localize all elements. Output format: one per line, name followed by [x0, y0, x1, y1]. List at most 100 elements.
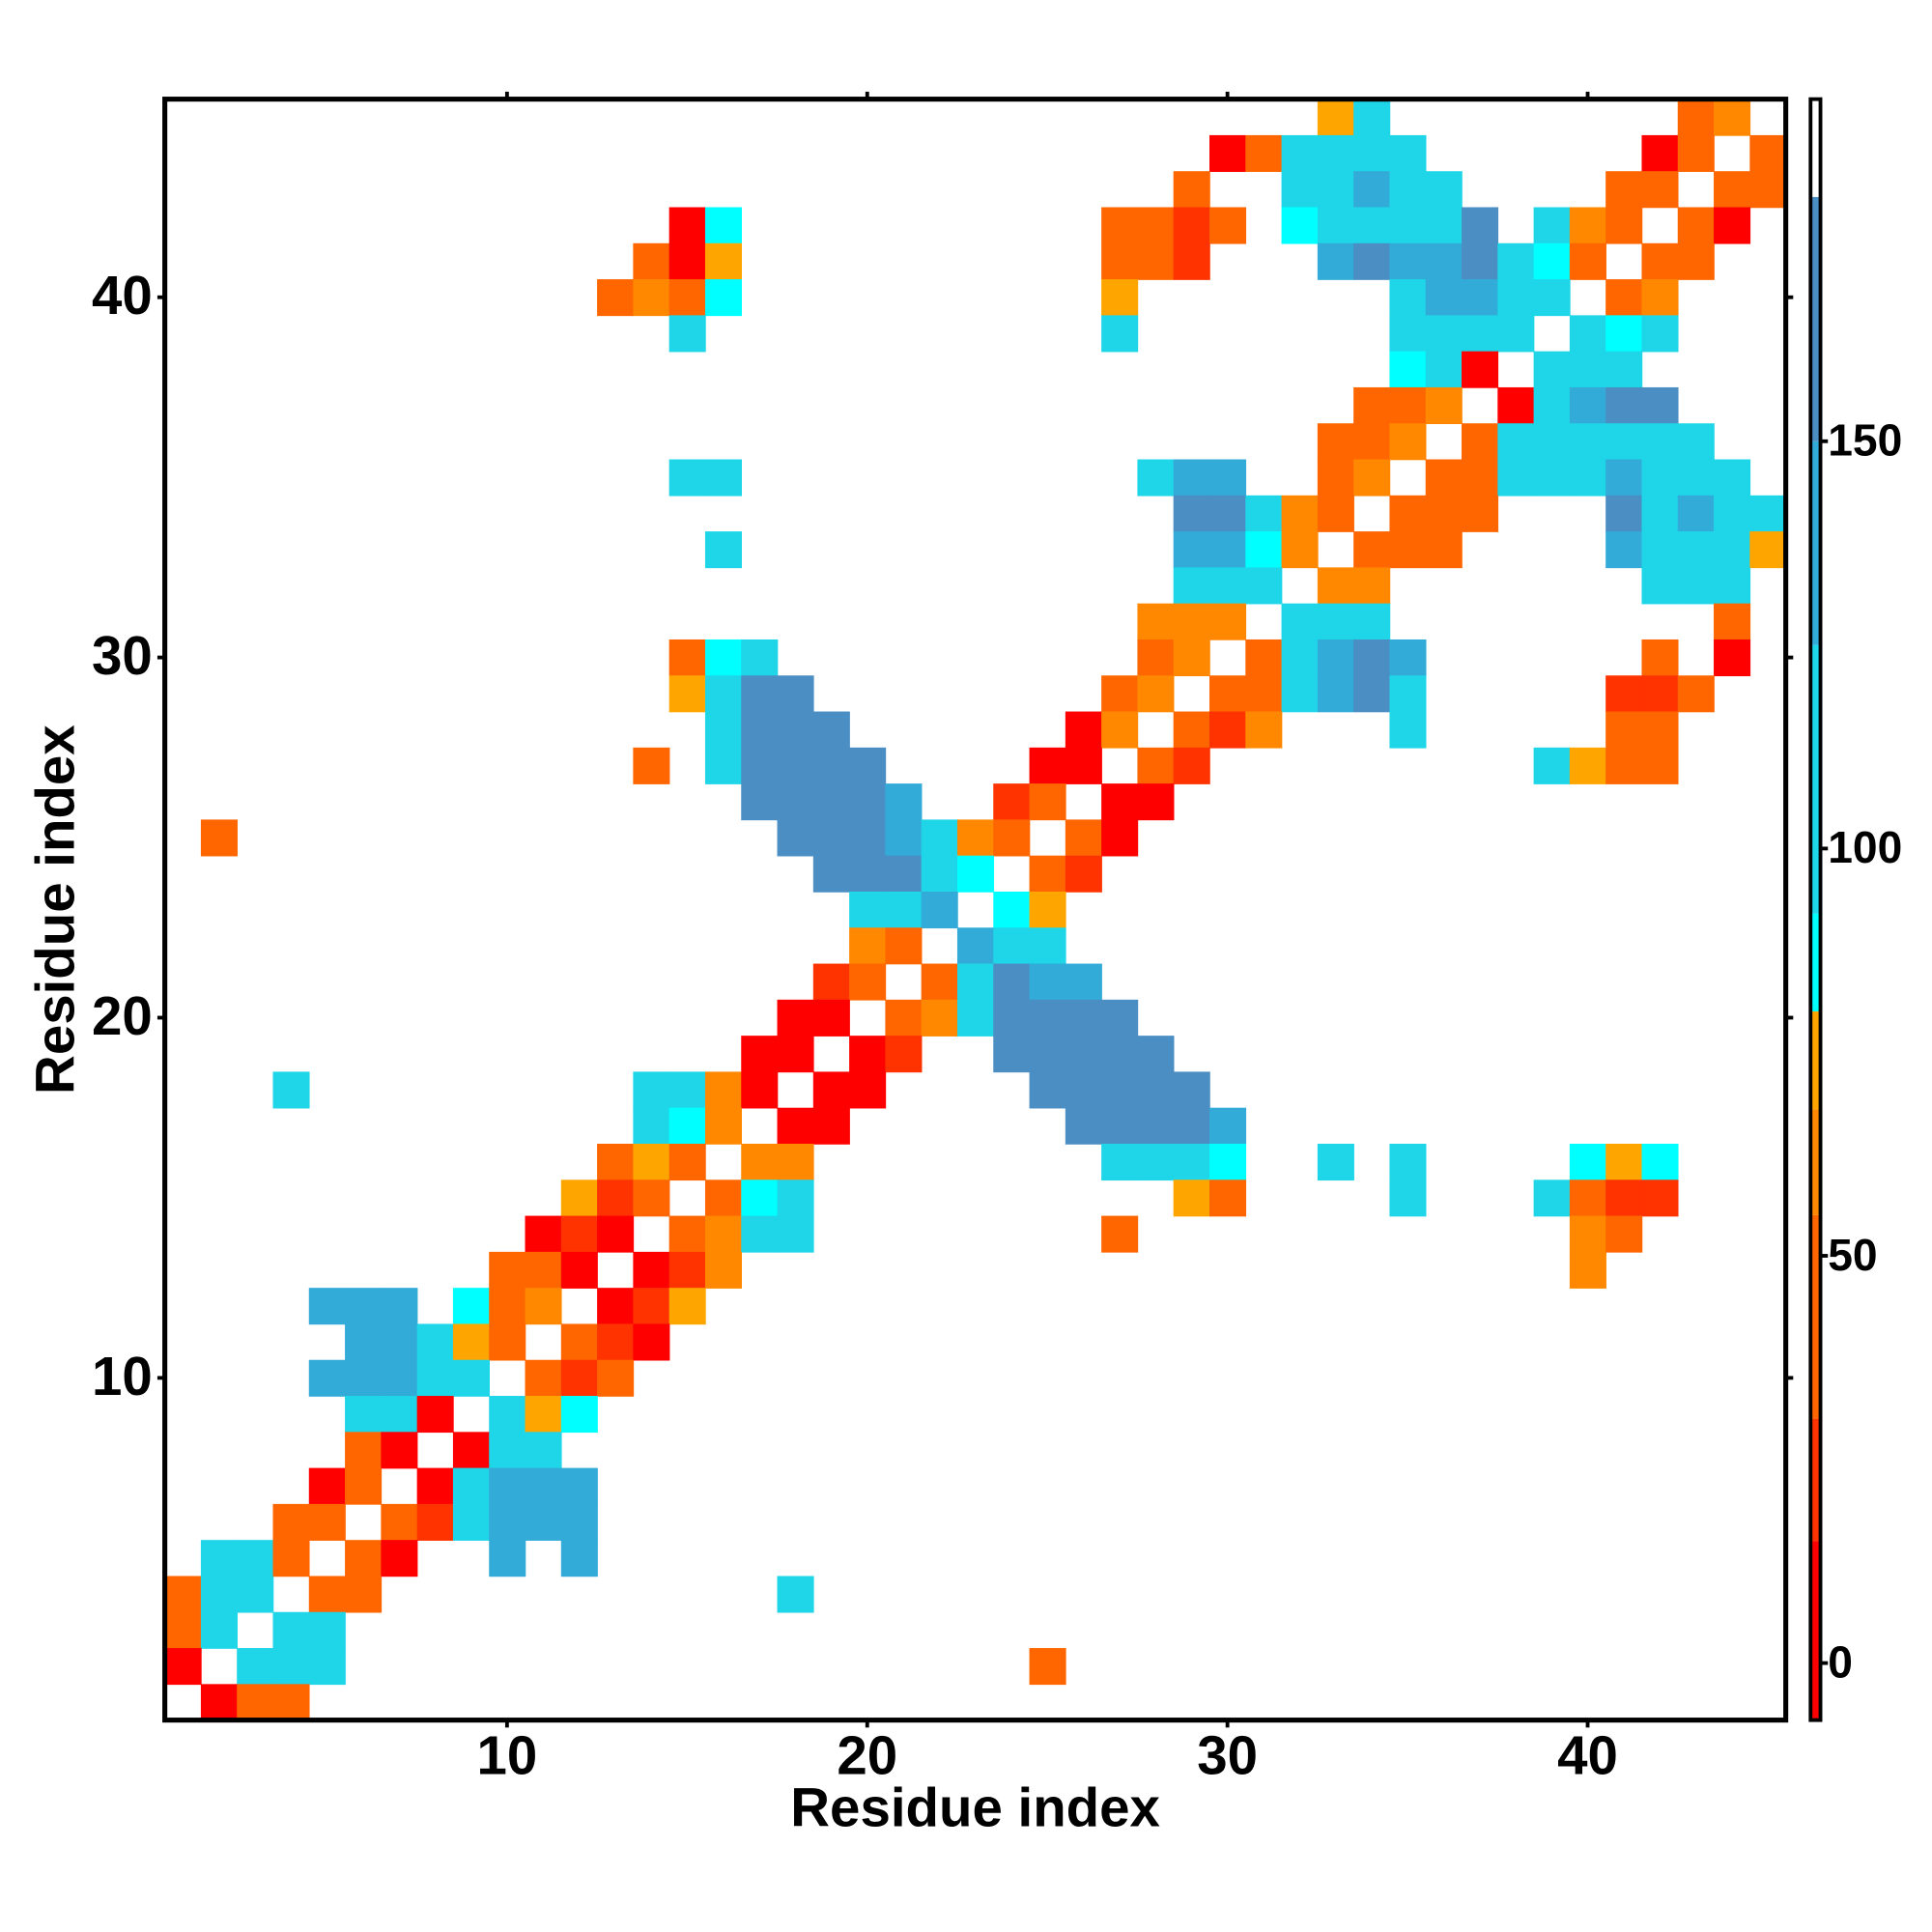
heatmap-cell: [1101, 999, 1139, 1037]
heatmap-cell: [1281, 639, 1319, 677]
heatmap-cell: [1065, 747, 1102, 784]
heatmap-cell: [525, 1215, 562, 1253]
heatmap-cell: [1173, 242, 1210, 280]
heatmap-cell: [849, 963, 887, 1001]
heatmap-cell: [597, 1288, 635, 1325]
heatmap-cell: [704, 1179, 743, 1217]
heatmap-cell: [668, 242, 706, 280]
heatmap-cell: [704, 1215, 743, 1253]
heatmap-cell: [381, 1288, 418, 1325]
heatmap-cell: [1353, 531, 1391, 569]
heatmap-cell: [812, 999, 850, 1037]
heatmap-cell: [1173, 531, 1210, 569]
heatmap-cell: [1497, 459, 1535, 497]
heatmap-cell: [1714, 171, 1751, 209]
heatmap-cell: [1677, 459, 1715, 497]
y-axis-title: Residue index: [24, 724, 85, 1094]
heatmap-cell: [1101, 1107, 1139, 1145]
heatmap-cell: [1425, 171, 1463, 209]
heatmap-cell: [956, 855, 995, 893]
heatmap-cell: [1029, 1036, 1066, 1073]
heatmap-cell: [1605, 351, 1643, 388]
heatmap-cell: [1029, 927, 1066, 965]
heatmap-cell: [633, 1288, 670, 1325]
heatmap-cell: [1605, 315, 1643, 353]
colorbar-tick-label: 0: [1828, 1636, 1853, 1687]
heatmap-cell: [1029, 963, 1066, 1001]
heatmap-cell: [1137, 675, 1175, 713]
heatmap-cell: [1208, 675, 1247, 713]
heatmap-cell: [1317, 603, 1354, 640]
heatmap-cell: [741, 783, 779, 821]
heatmap-cell: [1173, 567, 1210, 605]
heatmap-cell: [381, 1503, 418, 1541]
heatmap-cell: [704, 531, 743, 569]
heatmap-cell: [668, 1288, 706, 1325]
heatmap-cell: [200, 819, 238, 857]
colorbar-segment: [1810, 913, 1821, 1012]
heatmap-cell: [308, 1503, 346, 1541]
heatmap-cell: [1425, 279, 1463, 317]
heatmap-cell: [1389, 531, 1427, 569]
heatmap-cell: [1317, 134, 1354, 172]
heatmap-cell: [1101, 315, 1139, 353]
heatmap-cell: [849, 819, 887, 857]
heatmap-cell: [1137, 207, 1175, 244]
heatmap-cell: [1569, 1144, 1606, 1181]
heatmap-cell: [1173, 171, 1210, 209]
heatmap-cell: [560, 1323, 598, 1361]
heatmap-cell: [993, 927, 1031, 965]
heatmap-cell: [1208, 1144, 1247, 1181]
heatmap-cell: [777, 819, 814, 857]
heatmap-cell: [1101, 1036, 1139, 1073]
heatmap-cell: [416, 1503, 454, 1541]
heatmap-cell: [921, 999, 958, 1037]
heatmap-cell: [1714, 567, 1751, 605]
heatmap-cell: [308, 1467, 346, 1505]
heatmap-cell: [668, 315, 706, 353]
heatmap-cell: [1462, 279, 1499, 317]
heatmap-cell: [704, 242, 743, 280]
heatmap-cell: [1677, 134, 1715, 172]
heatmap-cell: [1641, 423, 1679, 461]
heatmap-cell: [777, 747, 814, 784]
heatmap-cell: [1389, 675, 1427, 713]
heatmap-cell: [1641, 1144, 1679, 1181]
heatmap-cell: [1137, 1036, 1175, 1073]
heatmap-cell: [1641, 242, 1679, 280]
heatmap-cell: [885, 999, 923, 1037]
heatmap-cell: [1605, 171, 1643, 209]
colorbar-segment: [1810, 196, 1821, 441]
heatmap-cell: [704, 747, 743, 784]
heatmap-cell: [345, 1432, 383, 1469]
heatmap-cell: [1641, 386, 1679, 424]
heatmap-cell: [1641, 1179, 1679, 1217]
heatmap-cell: [1065, 999, 1102, 1037]
heatmap-cell: [1389, 639, 1427, 677]
heatmap-cell: [1208, 459, 1247, 497]
heatmap-cell: [704, 639, 743, 677]
heatmap-cell: [1353, 459, 1391, 497]
heatmap-cell: [812, 1071, 850, 1109]
heatmap-cell: [1173, 207, 1210, 244]
heatmap-cell: [633, 1071, 670, 1109]
heatmap-cells: [164, 99, 1787, 1721]
heatmap-cell: [1749, 495, 1787, 532]
heatmap-cell: [993, 999, 1031, 1037]
heatmap-cell: [921, 963, 958, 1001]
heatmap-cell: [993, 963, 1031, 1001]
heatmap-cell: [921, 891, 958, 929]
heatmap-cell: [1533, 747, 1571, 784]
heatmap-cell: [489, 1251, 526, 1289]
heatmap-cell: [1353, 242, 1391, 280]
heatmap-cell: [452, 1323, 490, 1361]
heatmap-cell: [1389, 171, 1427, 209]
heatmap-cell: [1245, 134, 1283, 172]
colorbar-segment: [1810, 1011, 1821, 1110]
heatmap-cell: [272, 1071, 310, 1109]
heatmap-cell: [777, 1215, 814, 1253]
heatmap-cell: [1605, 1215, 1643, 1253]
heatmap-cell: [1173, 1144, 1210, 1181]
heatmap-cell: [812, 711, 850, 749]
heatmap-cell: [1389, 351, 1427, 388]
